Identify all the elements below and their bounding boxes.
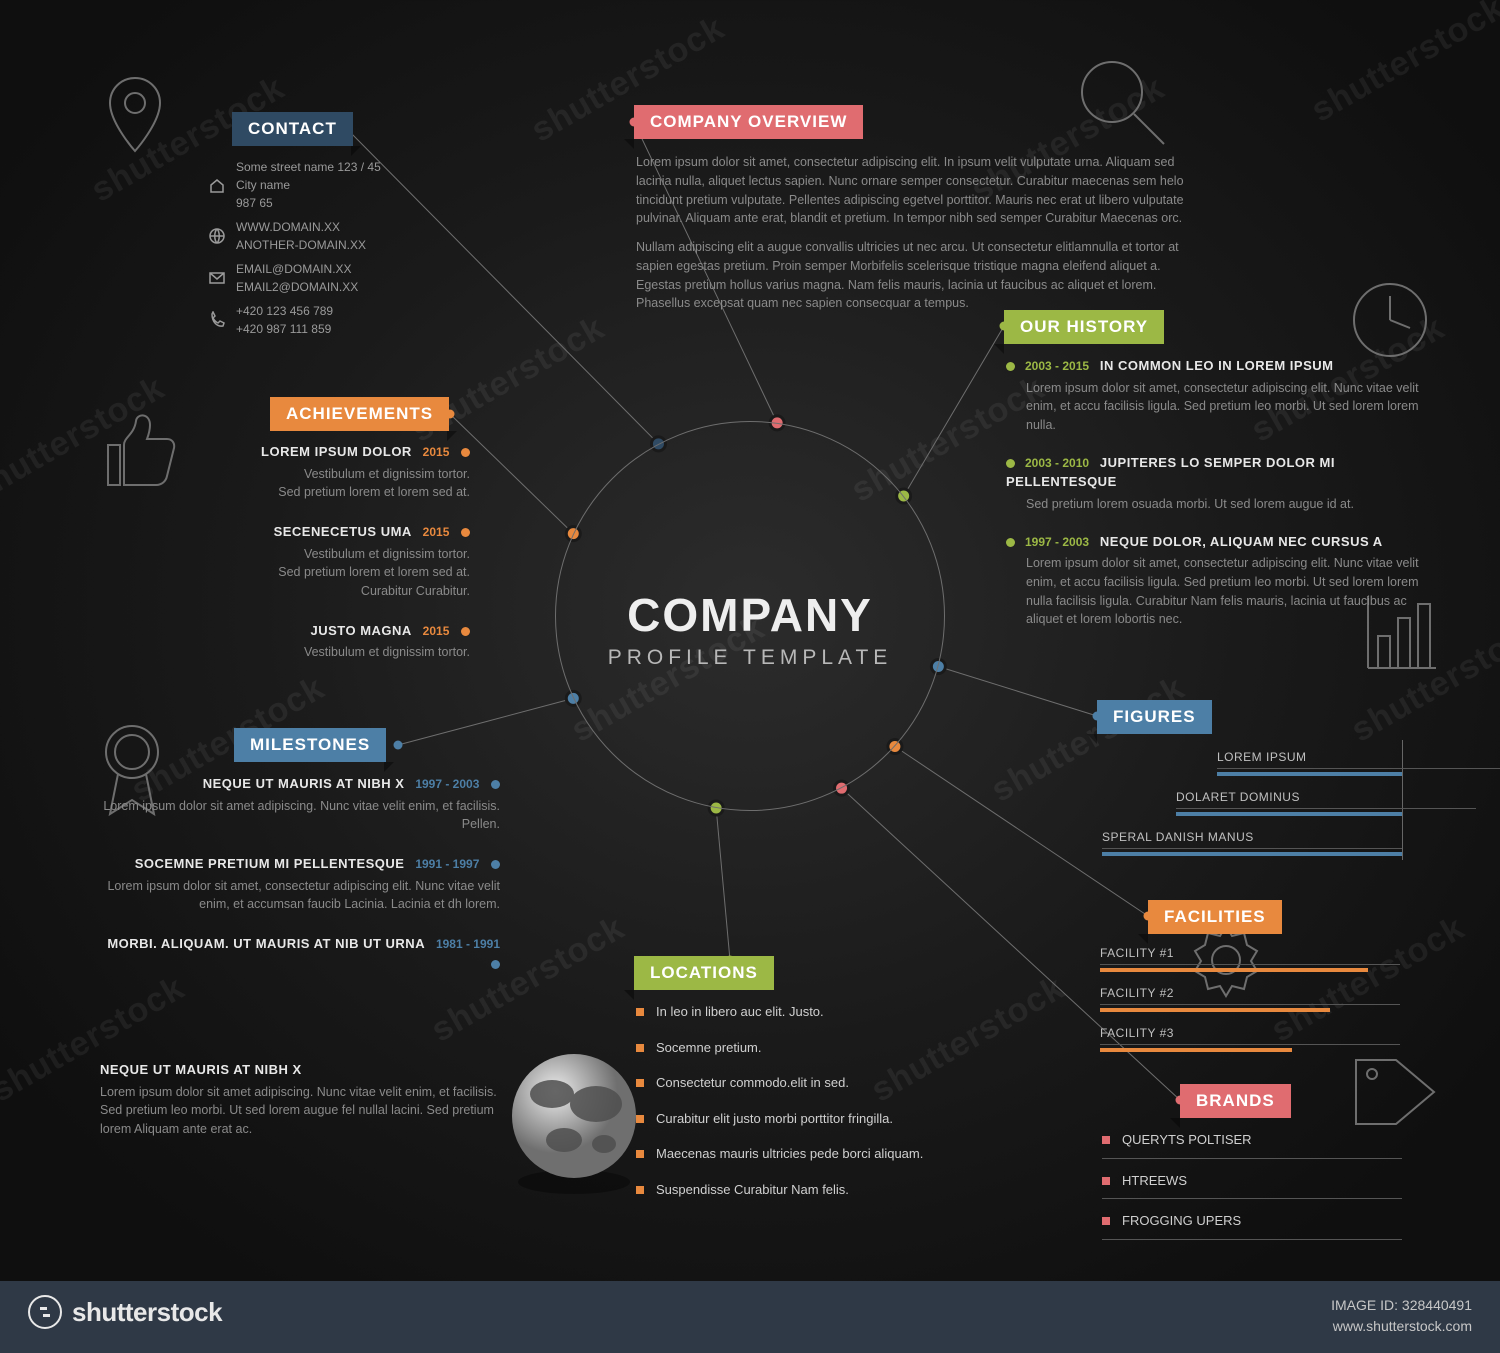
figures-bar-label: DOLARET DOMINUS (1176, 790, 1300, 804)
section-tag: BRANDS (1180, 1084, 1291, 1118)
figures-bar-label: SPERAL DANISH MANUS (1102, 830, 1254, 844)
figures-bar (1217, 772, 1402, 776)
facility-bar-label: FACILITY #2 (1100, 986, 1174, 1000)
facility-bar-label: FACILITY #3 (1100, 1026, 1174, 1040)
infographic-stage: shutterstockshutterstock shutterstockshu… (0, 0, 1500, 1353)
location-item: Suspendisse Curabitur Nam felis. (636, 1180, 1036, 1200)
milestone-item: NEQUE UT MAURIS AT NIBH X 1997 - 2003 Lo… (100, 774, 500, 834)
figures-bar-label: LOREM IPSUM (1217, 750, 1307, 764)
milestone-item: MORBI. ALIQUAM. UT MAURIS AT NIB UT URNA… (100, 934, 500, 973)
magnifier-icon (1072, 52, 1172, 152)
pin-icon (100, 70, 170, 160)
contact-row: +420 123 456 789+420 987 111 859 (208, 302, 468, 338)
section-tag: ACHIEVEMENTS (270, 397, 449, 431)
location-item: Consectetur commodo.elit in sed. (636, 1073, 1036, 1093)
location-item: Socemne pretium. (636, 1038, 1036, 1058)
footer-brand: shutterstock (72, 1297, 222, 1328)
contact-row: Some street name 123 / 45City name987 65 (208, 158, 468, 212)
achievement-item: LOREM IPSUM DOLOR 2015 Vestibulum et dig… (100, 442, 470, 502)
brand-item: QUERYTS POLTISER (1102, 1130, 1422, 1151)
brands-block: QUERYTS POLTISER HTREEWS FROGGING UPERS (1102, 1130, 1422, 1252)
tag-icon (1344, 1048, 1444, 1128)
history-item: 2003 - 2010 JUPITERES LO SEMPER DOLOR MI… (1006, 453, 1436, 514)
overview-body: Lorem ipsum dolor sit amet, consectetur … (636, 150, 1196, 313)
achievement-item: SECENECETUS UMA 2015 Vestibulum et digni… (100, 522, 470, 601)
facility-bar (1100, 1048, 1292, 1052)
location-item: Curabitur elit justo morbi porttitor fri… (636, 1109, 1036, 1129)
footer-meta: IMAGE ID: 328440491 www.shutterstock.com (1331, 1295, 1472, 1337)
brand-item: FROGGING UPERS (1102, 1211, 1422, 1232)
history-block: 2003 - 2015 IN COMMON LEO IN LOREM IPSUM… (1006, 356, 1436, 647)
figures-bar (1102, 852, 1402, 856)
clock-icon (1348, 278, 1432, 362)
shutterstock-icon (28, 1295, 62, 1329)
contact-block: Some street name 123 / 45City name987 65… (208, 158, 468, 344)
history-item: 2003 - 2015 IN COMMON LEO IN LOREM IPSUM… (1006, 356, 1436, 435)
achievements-block: LOREM IPSUM DOLOR 2015 Vestibulum et dig… (100, 442, 470, 682)
section-tag: FIGURES (1097, 700, 1212, 734)
center-subtitle: PROFILE TEMPLATE (608, 646, 893, 670)
milestones-footer: NEQUE UT MAURIS AT NIBH X Lorem ipsum do… (100, 1060, 500, 1139)
contact-row: EMAIL@DOMAIN.XXEMAIL2@DOMAIN.XX (208, 260, 468, 296)
brand-item: HTREEWS (1102, 1171, 1422, 1192)
contact-row: WWW.DOMAIN.XXANOTHER-DOMAIN.XX (208, 218, 468, 254)
facility-bar (1100, 1008, 1330, 1012)
stock-footer: shutterstock IMAGE ID: 328440491 www.shu… (0, 1281, 1500, 1353)
section-tag: COMPANY OVERVIEW (634, 105, 863, 139)
milestone-item: SOCEMNE PRETIUM MI PELLENTESQUE 1991 - 1… (100, 854, 500, 914)
center-title: COMPANY (608, 588, 893, 642)
milestones-block: NEQUE UT MAURIS AT NIBH X 1997 - 2003 Lo… (100, 774, 500, 993)
center-title-block: COMPANY PROFILE TEMPLATE (608, 588, 893, 670)
footer-logo: shutterstock (28, 1295, 222, 1329)
location-item: Maecenas mauris ultricies pede borci ali… (636, 1144, 1036, 1164)
location-item: In leo in libero auc elit. Justo. (636, 1002, 1036, 1022)
section-tag: LOCATIONS (634, 956, 774, 990)
figures-bar (1176, 812, 1402, 816)
section-tag: CONTACT (232, 112, 353, 146)
locations-block: In leo in libero auc elit. Justo. Socemne… (636, 1002, 1036, 1215)
section-tag: MILESTONES (234, 728, 386, 762)
history-item: 1997 - 2003 NEQUE DOLOR, ALIQUAM NEC CUR… (1006, 532, 1436, 630)
facility-bar (1100, 968, 1368, 972)
globe-icon (504, 1044, 644, 1204)
achievement-item: JUSTO MAGNA 2015 Vestibulum et dignissim… (100, 621, 470, 662)
section-tag: FACILITIES (1148, 900, 1282, 934)
section-tag: OUR HISTORY (1004, 310, 1164, 344)
facility-bar-label: FACILITY #1 (1100, 946, 1174, 960)
